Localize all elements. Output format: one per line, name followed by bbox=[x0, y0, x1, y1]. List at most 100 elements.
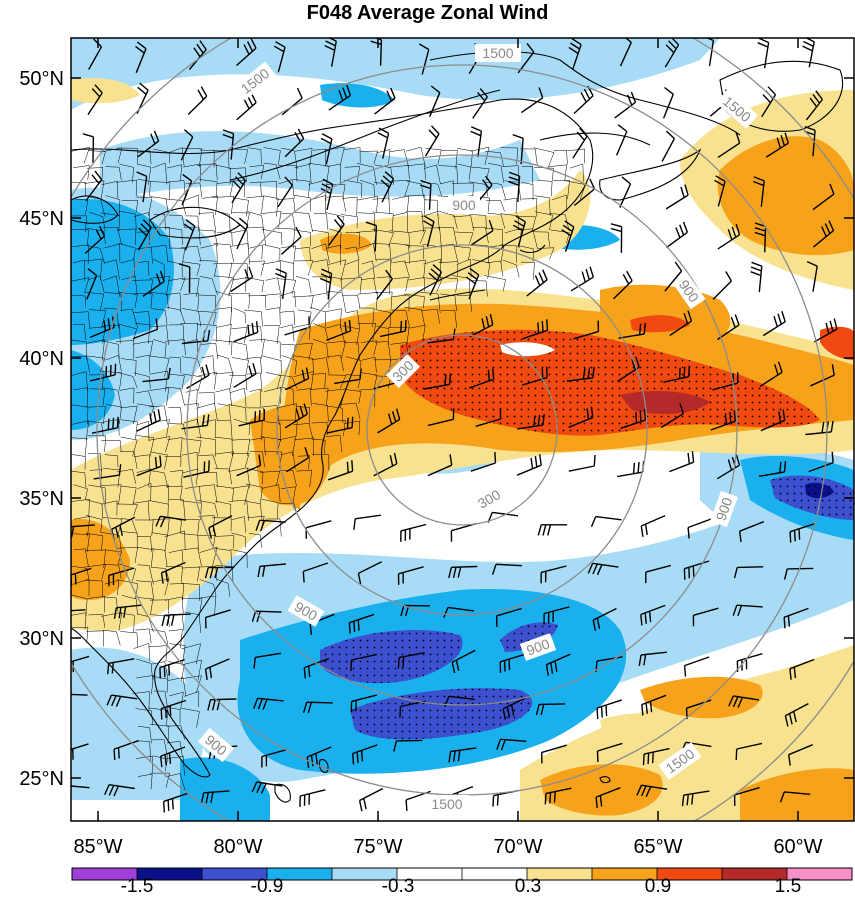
wind-barb bbox=[664, 38, 680, 68]
wind-barb bbox=[761, 86, 777, 118]
wind-barb bbox=[716, 454, 741, 480]
wind-barb bbox=[754, 222, 767, 253]
wind-barb bbox=[348, 613, 375, 634]
county-line bbox=[181, 147, 203, 168]
county-line bbox=[185, 215, 199, 232]
county-line bbox=[293, 423, 313, 439]
wind-barb bbox=[758, 460, 787, 477]
county-line bbox=[327, 259, 347, 281]
county-line bbox=[169, 643, 186, 665]
wind-barb bbox=[160, 699, 187, 720]
county-line bbox=[201, 195, 218, 215]
county-line bbox=[422, 243, 442, 264]
wind-barb bbox=[687, 517, 713, 539]
county-line bbox=[168, 549, 184, 564]
wind-barb bbox=[71, 693, 88, 696]
county-line bbox=[136, 196, 153, 216]
wind-barb bbox=[735, 742, 763, 761]
county-line bbox=[71, 594, 88, 617]
wind-barb bbox=[470, 451, 497, 472]
wind-barb bbox=[645, 564, 672, 584]
county-line bbox=[232, 197, 249, 217]
colorbar-labels: -1.5 -0.9 -0.3 0.3 0.9 1.5 bbox=[121, 876, 802, 897]
county-line bbox=[294, 163, 312, 184]
county-line bbox=[215, 388, 232, 406]
county-line bbox=[71, 454, 86, 470]
county-line bbox=[182, 261, 201, 276]
saint-lawrence bbox=[229, 89, 501, 181]
county-line bbox=[261, 228, 283, 245]
wind-barb bbox=[302, 562, 329, 583]
wind-barb bbox=[427, 328, 456, 344]
county-line bbox=[103, 243, 121, 262]
wind-barb bbox=[469, 313, 494, 338]
wind-barb bbox=[805, 90, 823, 121]
county-line bbox=[153, 213, 166, 230]
county-line bbox=[213, 262, 233, 279]
wind-barb bbox=[516, 454, 542, 476]
orange-region-southeast-2 bbox=[640, 676, 763, 719]
county-line bbox=[440, 149, 458, 169]
county-line bbox=[132, 279, 153, 295]
county-line bbox=[361, 277, 377, 294]
county-line bbox=[485, 227, 503, 249]
county-line bbox=[120, 358, 137, 376]
county-line bbox=[231, 532, 246, 548]
blue-region-far-west bbox=[71, 350, 115, 430]
wind-barb bbox=[470, 219, 494, 246]
county-line bbox=[422, 227, 442, 247]
county-line bbox=[182, 547, 202, 567]
county-line bbox=[500, 213, 520, 230]
red-region-east-edge bbox=[820, 326, 854, 360]
wind-barb bbox=[93, 464, 122, 480]
county-line bbox=[134, 293, 153, 309]
wind-barb bbox=[284, 367, 310, 391]
county-line bbox=[344, 246, 360, 261]
wind-barb bbox=[665, 184, 689, 210]
lon-label: 60°W bbox=[773, 836, 822, 858]
wind-barb bbox=[251, 610, 282, 623]
wind-barb bbox=[107, 658, 135, 675]
county-line bbox=[405, 194, 426, 215]
county-line bbox=[121, 419, 138, 440]
county-line bbox=[279, 291, 297, 308]
wind-barb bbox=[200, 790, 230, 804]
wind-barb bbox=[319, 268, 333, 300]
wind-barb bbox=[358, 787, 384, 812]
county-line bbox=[149, 370, 169, 392]
county-line bbox=[341, 325, 360, 346]
wind-barb bbox=[496, 738, 527, 751]
county-line bbox=[101, 212, 120, 231]
lat-label: 50°N bbox=[19, 68, 64, 90]
county-line bbox=[71, 229, 90, 245]
county-line bbox=[246, 211, 264, 231]
county-line bbox=[137, 773, 153, 790]
yellow-region-new-england bbox=[300, 170, 591, 290]
county-line bbox=[121, 531, 138, 549]
county-line bbox=[117, 147, 138, 165]
county-line bbox=[119, 163, 134, 183]
wind-barb bbox=[380, 171, 395, 203]
county-line bbox=[165, 566, 183, 583]
county-line bbox=[214, 275, 235, 297]
county-line bbox=[279, 470, 297, 487]
wind-barb bbox=[424, 125, 440, 157]
county-line bbox=[88, 614, 106, 628]
county-line bbox=[424, 199, 439, 216]
county-line bbox=[169, 147, 185, 167]
wind-barb bbox=[669, 310, 693, 336]
county-line bbox=[472, 259, 491, 279]
wind-barb bbox=[163, 792, 189, 813]
county-line bbox=[120, 436, 138, 457]
wind-barb bbox=[681, 790, 710, 807]
county-line bbox=[151, 532, 168, 552]
county-line bbox=[389, 230, 411, 249]
county-line bbox=[278, 179, 295, 199]
county-line bbox=[281, 245, 296, 264]
county-line bbox=[150, 181, 171, 200]
county-line bbox=[132, 340, 154, 356]
longitude-labels: 85°W 80°W 75°W 70°W 65°W 60°W bbox=[73, 836, 822, 858]
wind-barb bbox=[521, 366, 548, 386]
colorbar-swatch bbox=[722, 868, 788, 880]
colorbar-swatch bbox=[72, 868, 138, 880]
